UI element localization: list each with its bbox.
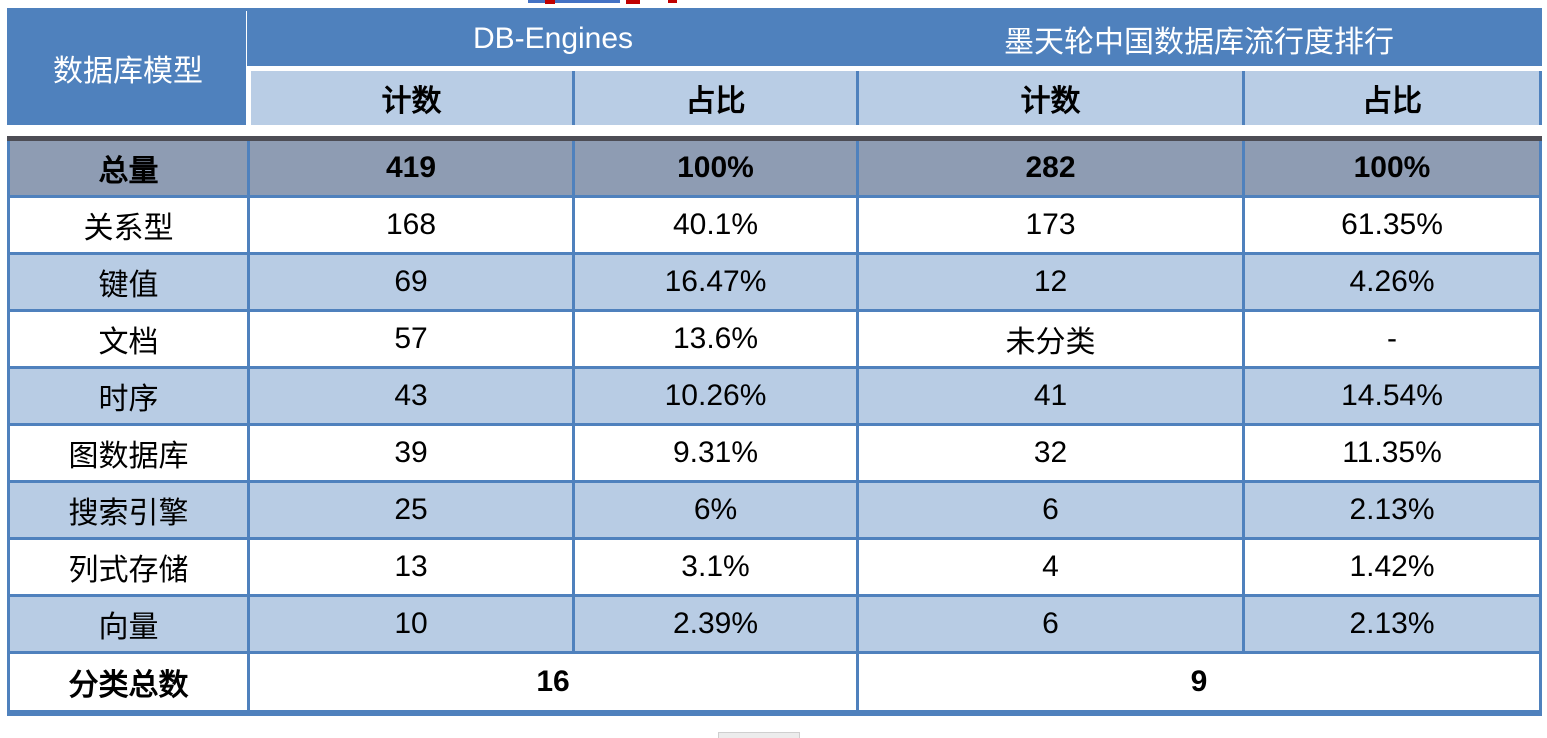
table-row: 键值 69 16.47% 12 4.26% xyxy=(7,252,1542,312)
value-cell: 3.1% xyxy=(572,537,859,597)
value-cell: 168 xyxy=(247,195,575,255)
subheader-share-cell: 占比 xyxy=(572,66,859,129)
row-label-cell: 键值 xyxy=(7,252,250,312)
table-row: 图数据库 39 9.31% 32 11.35% xyxy=(7,423,1542,483)
value-cell: 6 xyxy=(856,480,1245,540)
value-cell: 4.26% xyxy=(1242,252,1542,312)
value-cell: 57 xyxy=(247,309,575,369)
value-cell: 14.54% xyxy=(1242,366,1542,426)
row-label-cell: 搜索引擎 xyxy=(7,480,250,540)
value-cell: 61.35% xyxy=(1242,195,1542,255)
value-cell: 4 xyxy=(856,537,1245,597)
value-cell: 69 xyxy=(247,252,575,312)
value-cell: 16.47% xyxy=(572,252,859,312)
motianlun-category-total-cell: 9 xyxy=(856,651,1542,716)
row-label-cell: 时序 xyxy=(7,366,250,426)
value-cell: 12 xyxy=(856,252,1245,312)
row-label-cell: 文档 xyxy=(7,309,250,369)
table-row: 关系型 168 40.1% 173 61.35% xyxy=(7,195,1542,255)
row-label-cell: 关系型 xyxy=(7,195,250,255)
value-cell: 2.13% xyxy=(1242,480,1542,540)
value-cell: 6% xyxy=(572,480,859,540)
database-model-comparison-table: 数据库模型 DB-Engines 墨天轮中国数据库流行度排行 计数 占比 计数 … xyxy=(7,8,1542,716)
crop-artifact xyxy=(718,732,800,738)
category-total-row: 分类总数 16 9 xyxy=(7,651,1542,716)
value-cell: 10.26% xyxy=(572,366,859,426)
crop-artifact xyxy=(528,0,620,3)
value-cell: 25 xyxy=(247,480,575,540)
value-cell: 1.42% xyxy=(1242,537,1542,597)
value-cell: 32 xyxy=(856,423,1245,483)
corner-header-cell: 数据库模型 xyxy=(7,8,250,129)
crop-artifact xyxy=(626,0,640,4)
value-cell: 10 xyxy=(247,594,575,654)
value-cell: 282 xyxy=(856,136,1245,198)
value-cell: 13 xyxy=(247,537,575,597)
total-row: 总量 419 100% 282 100% xyxy=(7,136,1542,198)
value-cell: 40.1% xyxy=(572,195,859,255)
separator-row xyxy=(7,125,1542,140)
crop-artifact xyxy=(668,0,677,3)
group-header-db-engines: DB-Engines xyxy=(247,8,859,70)
row-label-cell: 图数据库 xyxy=(7,423,250,483)
row-label-cell: 分类总数 xyxy=(7,651,250,716)
db-engines-category-total-cell: 16 xyxy=(247,651,859,716)
table-row: 向量 10 2.39% 6 2.13% xyxy=(7,594,1542,654)
value-cell: 未分类 xyxy=(856,309,1245,369)
subheader-count-cell: 计数 xyxy=(246,66,575,129)
value-cell: 6 xyxy=(856,594,1245,654)
value-cell: 419 xyxy=(247,136,575,198)
value-cell: 13.6% xyxy=(572,309,859,369)
value-cell: 39 xyxy=(247,423,575,483)
value-cell: 41 xyxy=(856,366,1245,426)
row-label-cell: 向量 xyxy=(7,594,250,654)
value-cell: 2.13% xyxy=(1242,594,1542,654)
subheader-count-cell: 计数 xyxy=(856,66,1245,129)
value-cell: 173 xyxy=(856,195,1245,255)
row-label-cell: 总量 xyxy=(7,136,250,198)
table-row: 时序 43 10.26% 41 14.54% xyxy=(7,366,1542,426)
group-header-motianlun: 墨天轮中国数据库流行度排行 xyxy=(856,8,1542,70)
value-cell: 2.39% xyxy=(572,594,859,654)
comparison-table: 数据库模型 DB-Engines 墨天轮中国数据库流行度排行 计数 占比 计数 … xyxy=(7,8,1542,716)
value-cell: 9.31% xyxy=(572,423,859,483)
value-cell: 11.35% xyxy=(1242,423,1542,483)
subheader-share-cell: 占比 xyxy=(1242,66,1542,129)
value-cell: 100% xyxy=(572,136,859,198)
table-row: 搜索引擎 25 6% 6 2.13% xyxy=(7,480,1542,540)
table-row: 列式存储 13 3.1% 4 1.42% xyxy=(7,537,1542,597)
value-cell: 43 xyxy=(247,366,575,426)
crop-artifact xyxy=(545,0,555,4)
row-label-cell: 列式存储 xyxy=(7,537,250,597)
value-cell: - xyxy=(1242,309,1542,369)
table-row: 文档 57 13.6% 未分类 - xyxy=(7,309,1542,369)
value-cell: 100% xyxy=(1242,136,1542,198)
